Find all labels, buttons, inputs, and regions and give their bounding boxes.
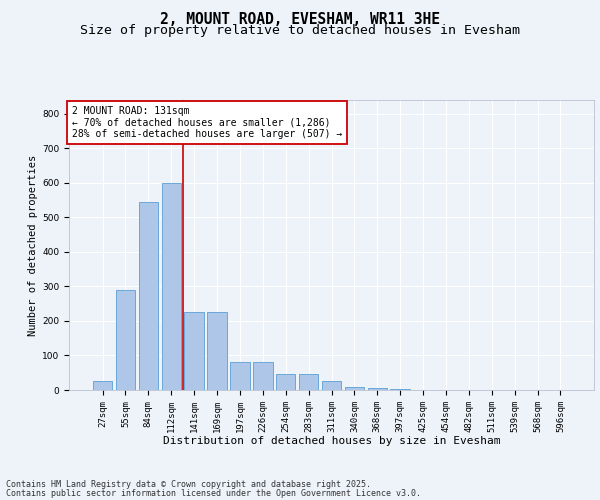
- Bar: [161, 183, 181, 390]
- Text: Size of property relative to detached houses in Evesham: Size of property relative to detached ho…: [80, 24, 520, 37]
- Bar: [322, 382, 341, 390]
- Text: 2 MOUNT ROAD: 131sqm
← 70% of detached houses are smaller (1,286)
28% of semi-de: 2 MOUNT ROAD: 131sqm ← 70% of detached h…: [71, 106, 342, 139]
- Bar: [93, 382, 112, 390]
- Bar: [230, 362, 250, 390]
- Y-axis label: Number of detached properties: Number of detached properties: [28, 154, 38, 336]
- X-axis label: Distribution of detached houses by size in Evesham: Distribution of detached houses by size …: [163, 436, 500, 446]
- Bar: [208, 312, 227, 390]
- Bar: [139, 202, 158, 390]
- Text: 2, MOUNT ROAD, EVESHAM, WR11 3HE: 2, MOUNT ROAD, EVESHAM, WR11 3HE: [160, 12, 440, 28]
- Bar: [368, 388, 387, 390]
- Bar: [253, 362, 272, 390]
- Bar: [344, 386, 364, 390]
- Text: Contains public sector information licensed under the Open Government Licence v3: Contains public sector information licen…: [6, 488, 421, 498]
- Bar: [299, 374, 319, 390]
- Bar: [184, 312, 204, 390]
- Bar: [116, 290, 135, 390]
- Bar: [276, 374, 295, 390]
- Text: Contains HM Land Registry data © Crown copyright and database right 2025.: Contains HM Land Registry data © Crown c…: [6, 480, 371, 489]
